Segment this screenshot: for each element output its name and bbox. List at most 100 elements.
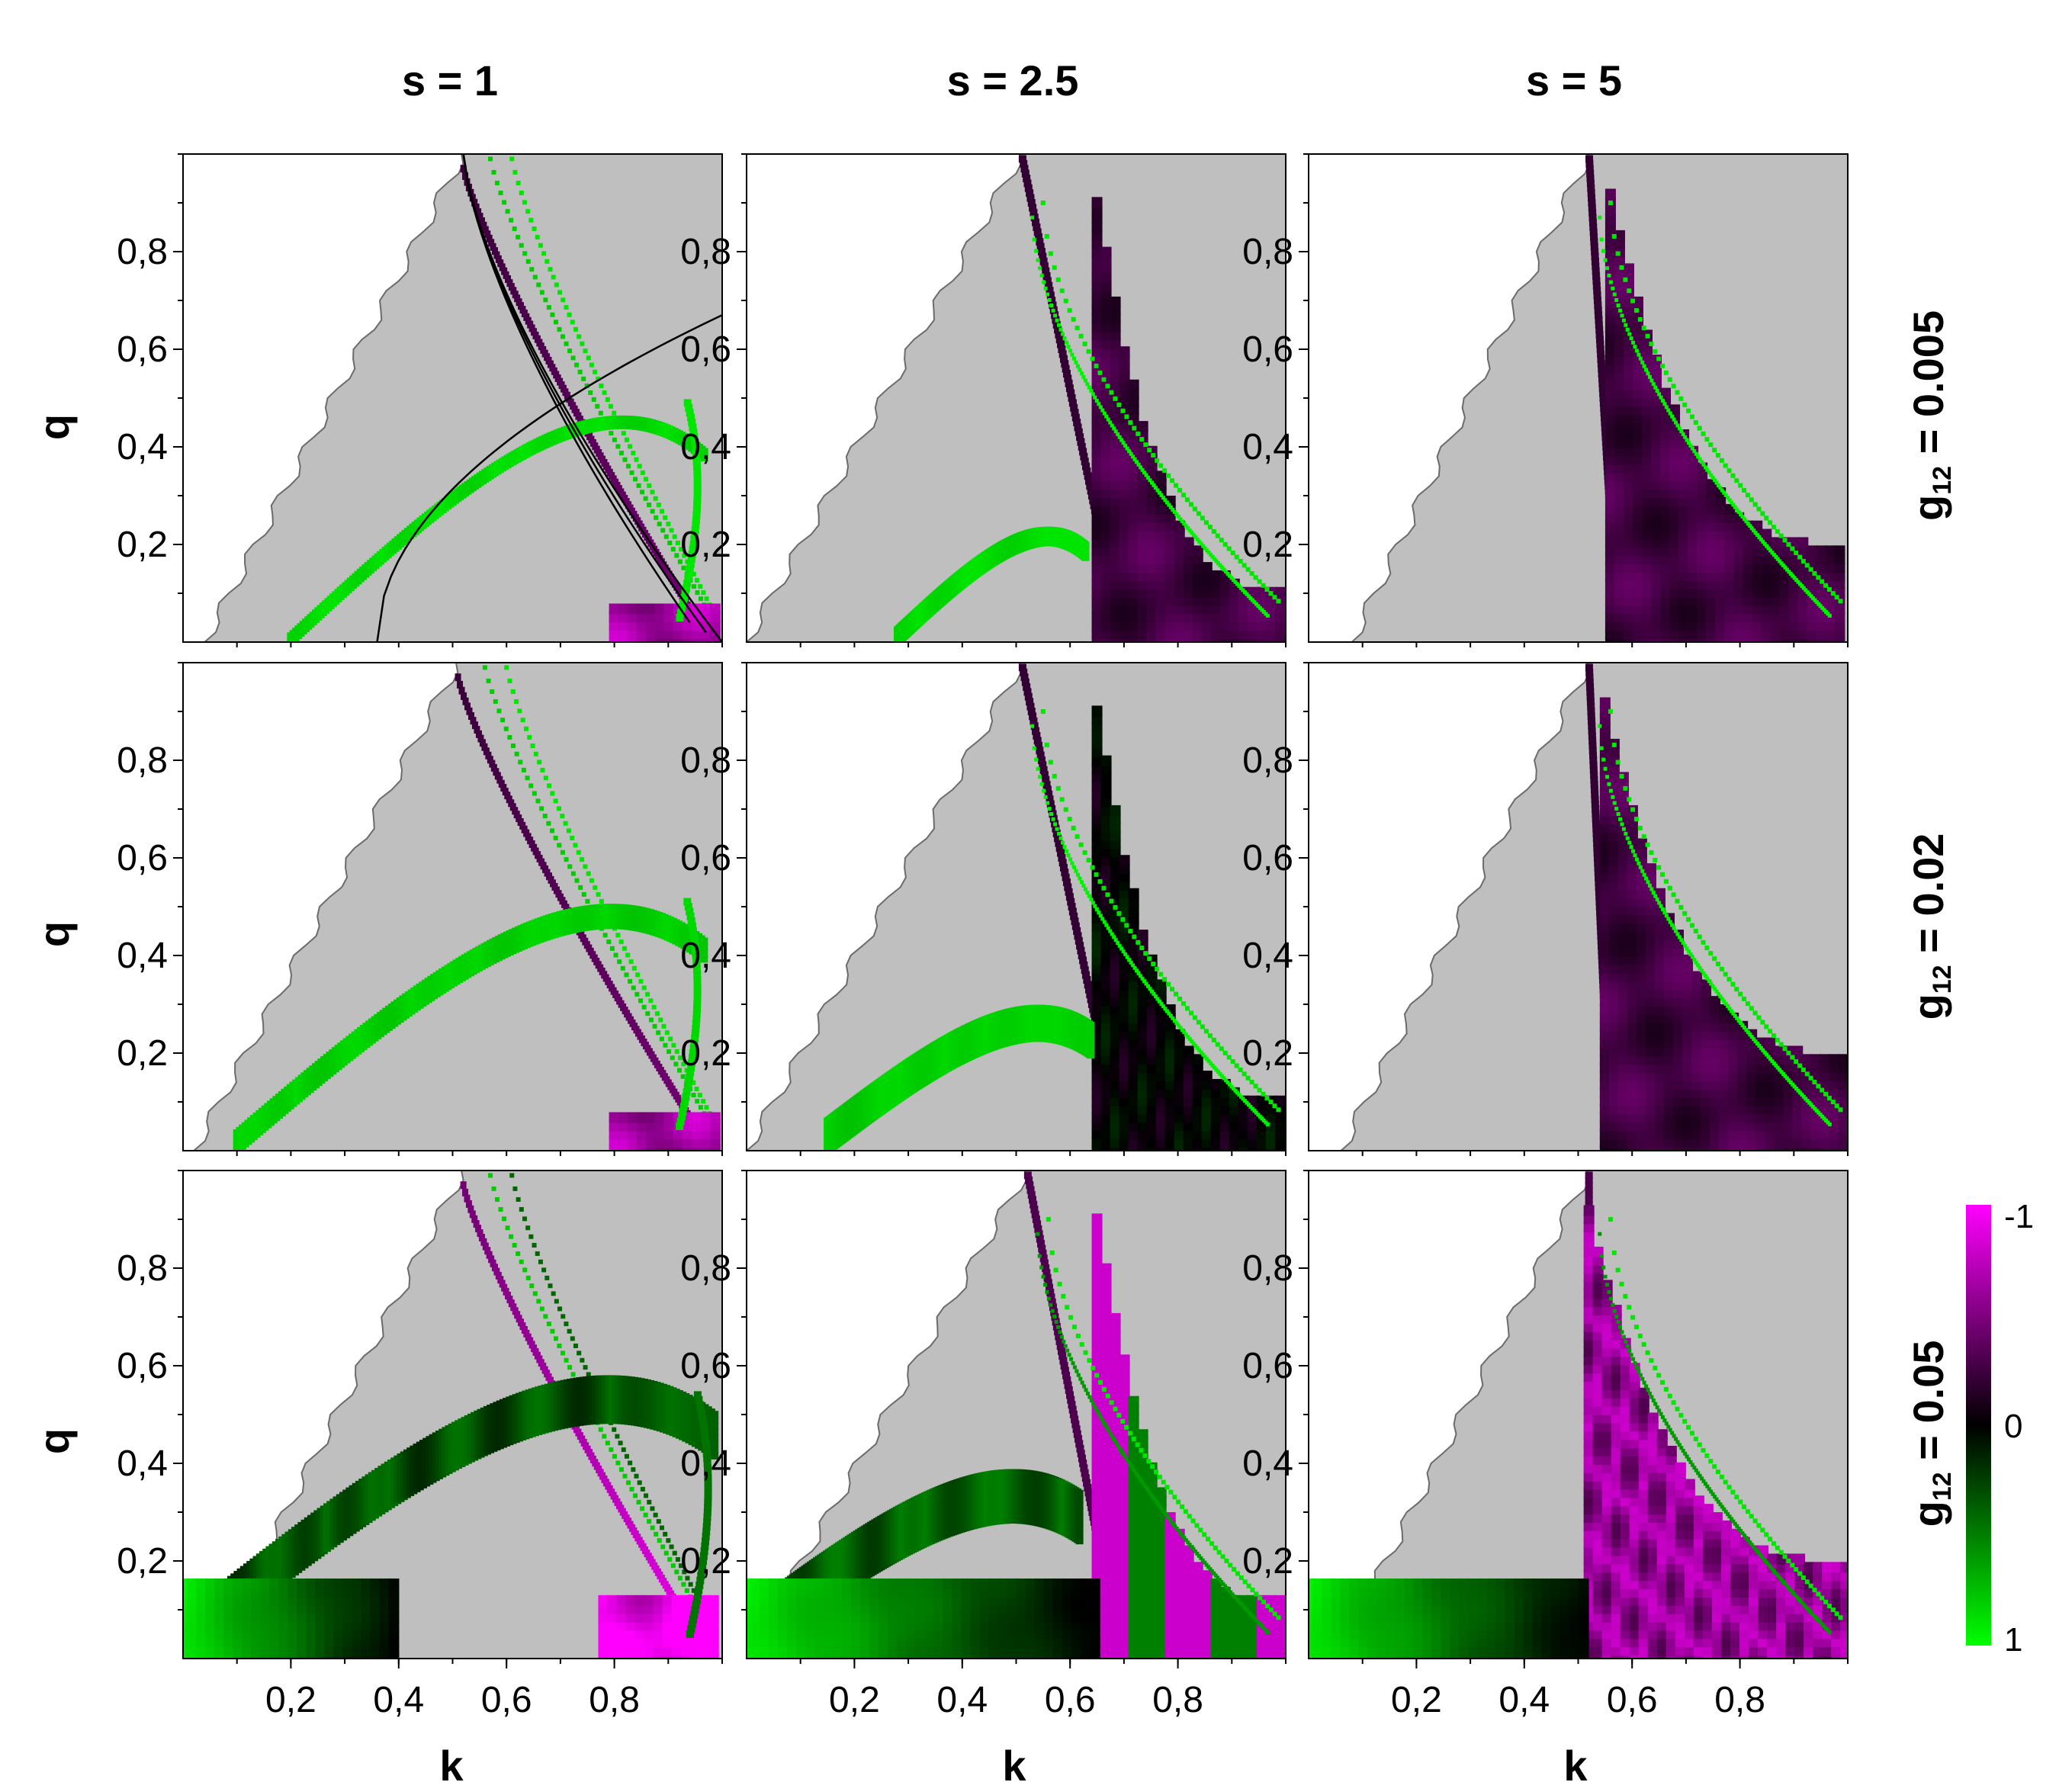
heatmap-cell — [609, 1120, 620, 1132]
heatmap-cell — [1074, 326, 1080, 331]
heatmap-cell — [1660, 398, 1665, 403]
heatmap-cell — [1061, 360, 1069, 368]
heatmap-cell — [1651, 586, 1662, 598]
heatmap-cell — [640, 470, 645, 475]
heatmap-cell — [1724, 554, 1736, 565]
heatmap-cell — [1242, 1099, 1247, 1103]
heatmap-cell — [1110, 512, 1121, 523]
heatmap-cell — [1631, 340, 1636, 345]
heatmap-cell — [1062, 336, 1067, 341]
heatmap-cell — [1090, 865, 1095, 870]
heatmap-cell — [1599, 399, 1608, 407]
heatmap-cell — [1743, 537, 1754, 548]
heatmap-cell — [612, 410, 617, 416]
heatmap-cell — [636, 1137, 647, 1148]
heatmap-cell — [1678, 612, 1690, 623]
heatmap-cell — [1601, 413, 1609, 422]
heatmap-cell — [1812, 571, 1817, 576]
heatmap-cell — [1164, 562, 1176, 573]
heatmap-cell — [1024, 184, 1033, 192]
y-tick-label: 0,6 — [1242, 329, 1293, 370]
heatmap-cell — [570, 835, 575, 840]
heatmap-cell — [1082, 850, 1087, 856]
heatmap-cell — [1743, 528, 1754, 540]
heatmap-cell — [1110, 528, 1121, 540]
heatmap-cell — [1146, 545, 1158, 557]
heatmap-cell — [1604, 586, 1616, 598]
heatmap-cell — [551, 275, 556, 280]
heatmap-cell — [557, 290, 563, 295]
heatmap-cell — [547, 783, 552, 788]
heatmap-cell — [1604, 214, 1616, 225]
heatmap-cell — [657, 522, 662, 527]
heatmap-cell — [1614, 512, 1625, 523]
heatmap-cell — [1630, 298, 1636, 303]
heatmap-cell — [1823, 583, 1829, 588]
heatmap-cell — [1137, 528, 1148, 540]
heatmap-cell — [1085, 382, 1090, 387]
heatmap-cell — [1203, 520, 1209, 525]
heatmap-cell — [1683, 435, 1688, 439]
heatmap-cell — [673, 1137, 684, 1148]
heatmap-cell — [1201, 1103, 1213, 1115]
heatmap-cell — [1595, 311, 1603, 320]
heatmap-cell — [1039, 766, 1048, 774]
heatmap-cell — [1164, 1145, 1176, 1151]
heatmap-cell — [664, 1030, 670, 1036]
heatmap-cell — [1247, 1129, 1258, 1140]
heatmap-cell — [487, 756, 493, 764]
heatmap-cell — [1100, 954, 1112, 965]
heatmap-cell — [1052, 265, 1057, 270]
heatmap-cell — [1604, 578, 1616, 589]
heatmap-cell — [1128, 1020, 1139, 1032]
heatmap-cell — [691, 1145, 702, 1151]
heatmap-cell — [1091, 731, 1103, 741]
heatmap-cell — [1128, 570, 1139, 581]
heatmap-cell — [514, 698, 519, 704]
heatmap-cell — [1669, 545, 1681, 557]
heatmap-cell — [1155, 1029, 1167, 1040]
heatmap-cell — [1265, 1129, 1277, 1140]
heatmap-cell — [491, 169, 496, 175]
heatmap-cell — [589, 362, 594, 368]
heatmap-cell — [1743, 612, 1754, 623]
axis-ticks: 0,20,40,60,8 — [1242, 153, 1849, 647]
heatmap-cell — [1735, 507, 1739, 512]
heatmap-cell — [1128, 528, 1139, 540]
heatmap-cell — [1164, 1120, 1176, 1132]
heatmap-cell — [1119, 1078, 1130, 1090]
heatmap-cell — [1119, 979, 1130, 991]
heatmap-cell — [1091, 855, 1103, 866]
heatmap-cell — [1614, 454, 1625, 465]
heatmap-cell — [667, 1049, 672, 1054]
heatmap-cell — [1779, 637, 1791, 642]
heatmap-cell — [1174, 512, 1179, 517]
heatmap-cell — [1119, 904, 1130, 916]
panel-1-0: 0,20,40,60,8 — [117, 662, 723, 1156]
heatmap-cell — [636, 628, 647, 640]
heatmap-cell — [692, 521, 700, 529]
heatmap-cell — [1201, 1120, 1213, 1132]
heatmap-cell — [1044, 742, 1049, 747]
heatmap-cell — [1807, 603, 1818, 615]
heatmap-cell — [1042, 781, 1051, 788]
heatmap-cell — [1082, 462, 1091, 470]
heatmap-cell — [678, 604, 686, 612]
heatmap-cell — [1174, 528, 1185, 540]
heatmap-cell — [1034, 249, 1039, 253]
heatmap-cell — [1020, 165, 1029, 173]
heatmap-cell — [1195, 537, 1200, 541]
black-curves — [376, 154, 722, 642]
heatmap-cell — [1091, 938, 1103, 949]
heatmap-cell — [1155, 479, 1167, 490]
heatmap-cell — [1820, 579, 1825, 584]
heatmap-cell — [678, 1113, 686, 1121]
heatmap-cell — [692, 1015, 701, 1023]
heatmap-cell — [1094, 363, 1099, 368]
heatmap-cell — [1614, 570, 1625, 581]
heatmap-cell — [1157, 999, 1161, 1004]
heatmap-cell — [1128, 404, 1139, 416]
heatmap-cell — [698, 1105, 703, 1110]
heatmap-cell — [1651, 421, 1662, 432]
